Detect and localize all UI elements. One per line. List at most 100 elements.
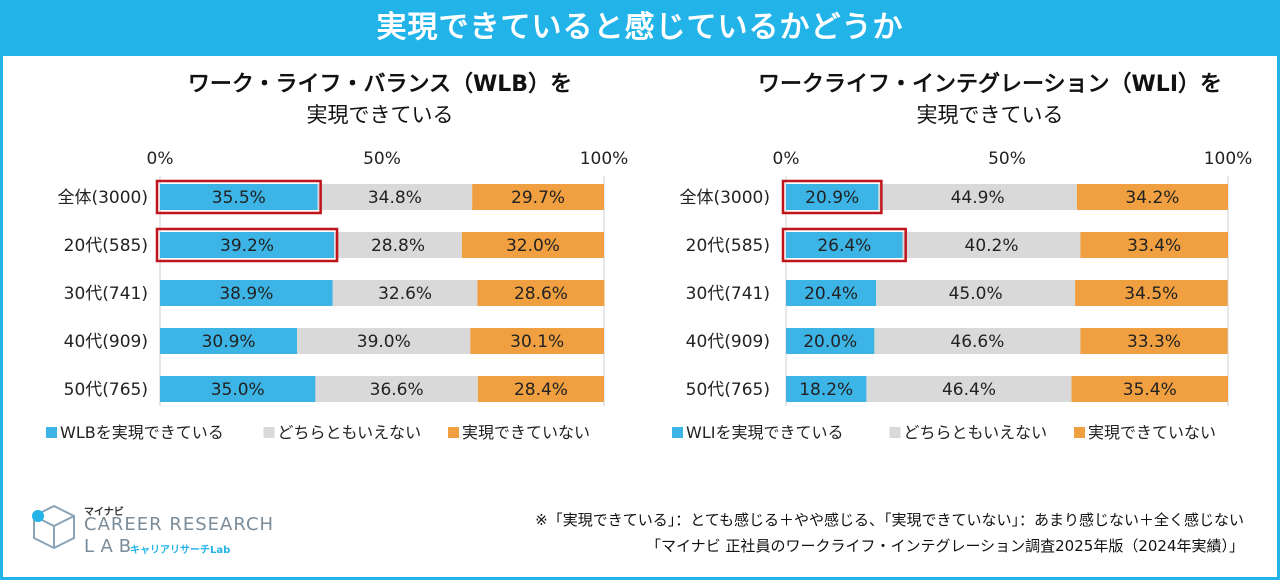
chart-1-bar-segment bbox=[477, 376, 604, 402]
chart-1-bar-segment bbox=[477, 280, 605, 306]
chart-2-data-label: 33.3% bbox=[1127, 332, 1181, 352]
chart-1-data-label: 28.8% bbox=[371, 236, 425, 256]
chart-1-legend-label: WLBを実現できている bbox=[60, 423, 224, 442]
chart-1-tick-label: 0% bbox=[147, 149, 174, 169]
page-title: 実現できていると感じているかどうか bbox=[0, 0, 1280, 56]
chart-2-bar-segment bbox=[786, 328, 875, 354]
logo-line1: CAREER RESEARCH bbox=[84, 514, 275, 535]
chart-2-data-label: 44.9% bbox=[951, 188, 1005, 208]
chart-1-data-label: 36.6% bbox=[370, 380, 424, 400]
chart-1-bar-segment bbox=[332, 280, 478, 306]
chart-2-bar-segment bbox=[786, 280, 877, 306]
chart-1-data-label: 39.0% bbox=[357, 332, 411, 352]
chart-2-data-label: 26.4% bbox=[817, 236, 871, 256]
chart-2-legend-label: 実現できていない bbox=[1088, 423, 1216, 442]
chart-2-data-label: 20.9% bbox=[805, 188, 859, 208]
chart-2: 0% 50% 100% 全体(3000) 20.9% 44.9% 34.2% 20代(585)… bbox=[672, 149, 1253, 442]
chart-2-tick-label: 100% bbox=[1204, 149, 1253, 169]
chart-1-tick-label: 100% bbox=[580, 149, 629, 169]
chart-1-bar-segment bbox=[472, 184, 604, 210]
chart-1-legend-swatch bbox=[263, 427, 275, 438]
chart-2-bar-segment bbox=[874, 328, 1081, 354]
chart-1-title-line2: 実現できている bbox=[306, 103, 454, 127]
chart-2-bar-segment bbox=[1076, 184, 1228, 210]
chart-1-legend-swatch bbox=[46, 427, 57, 438]
footnote: ※「実現できている」：とても感じる＋やや感じる、「実現できていない」：あまり感じ… bbox=[535, 511, 1244, 529]
chart-1-category-label: 40代(909) bbox=[64, 332, 148, 352]
chart-2-legend-swatch bbox=[672, 427, 683, 438]
chart-1-data-label: 30.1% bbox=[510, 332, 564, 352]
chart-1-data-label: 39.2% bbox=[220, 236, 274, 256]
chart-2-legend-label: WLIを実現できている bbox=[686, 423, 843, 442]
chart-1-data-label: 35.0% bbox=[211, 380, 265, 400]
chart-1-bar-segment bbox=[317, 184, 473, 210]
chart-2-data-label: 20.4% bbox=[804, 284, 858, 304]
chart-2-bar-segment bbox=[878, 184, 1077, 210]
chart-1-legend-label: どちらともいえない bbox=[278, 423, 422, 442]
chart-1-bar-segment bbox=[160, 184, 318, 210]
chart-1-legend-label: 実現できていない bbox=[462, 423, 590, 442]
chart-2-highlight-box bbox=[781, 227, 907, 263]
chart-2-bar-segment bbox=[876, 280, 1076, 306]
chart-1-category-label: 50代(765) bbox=[64, 380, 148, 400]
chart-2-title: ワークライフ・インテグレーション（WLI）を 実現できている bbox=[730, 70, 1250, 130]
chart-1-bar-segment bbox=[160, 376, 316, 402]
chart-1-tick-label: 50% bbox=[363, 149, 401, 169]
chart-2-tick-label: 50% bbox=[988, 149, 1026, 169]
chart-1-data-label: 38.9% bbox=[219, 284, 273, 304]
chart-2-data-label: 18.2% bbox=[799, 380, 853, 400]
chart-1-title-line1: ワーク・ライフ・バランス（WLB）を bbox=[187, 72, 573, 97]
chart-2-bar-segment bbox=[786, 232, 903, 258]
chart-2-data-label: 33.4% bbox=[1127, 236, 1181, 256]
chart-1-bar-segment bbox=[470, 328, 604, 354]
chart-1-bar-segment bbox=[315, 376, 478, 402]
chart-2-highlight-box bbox=[781, 179, 883, 215]
chart-1-category-label: 20代(585) bbox=[64, 236, 148, 256]
chart-1-title: ワーク・ライフ・バランス（WLB）を 実現できている bbox=[150, 70, 610, 130]
chart-1-data-label: 32.6% bbox=[378, 284, 432, 304]
chart-2-legend-swatch bbox=[1074, 427, 1085, 438]
chart-1-category-label: 30代(741) bbox=[64, 284, 148, 304]
chart-1-data-label: 28.4% bbox=[514, 380, 568, 400]
chart-1: 0% 50% 100% 全体(3000) 35.5% 34.8% 29.7% 20代(585)… bbox=[46, 149, 629, 442]
chart-2-category-label: 全体(3000) bbox=[679, 188, 770, 208]
logo-cube-icon bbox=[32, 504, 75, 550]
source-note: 「マイナビ 正社員のワークライフ・インテグレーション調査2025年版（2024年… bbox=[645, 537, 1244, 555]
chart-2-legend-swatch bbox=[889, 427, 901, 438]
chart-2-category-label: 50代(765) bbox=[686, 380, 770, 400]
chart-2-bar-segment bbox=[1080, 232, 1228, 258]
chart-2-data-label: 46.4% bbox=[942, 380, 996, 400]
chart-2-data-label: 45.0% bbox=[949, 284, 1003, 304]
chart-2-tick-label: 0% bbox=[773, 149, 800, 169]
chart-1-bar-segment bbox=[160, 328, 298, 354]
chart-2-bar-segment bbox=[786, 376, 867, 402]
chart-2-title-line2: 実現できている bbox=[916, 103, 1064, 127]
chart-2-data-label: 34.5% bbox=[1124, 284, 1178, 304]
chart-1-data-label: 29.7% bbox=[511, 188, 565, 208]
chart-2-data-label: 35.4% bbox=[1123, 380, 1177, 400]
chart-1-data-label: 28.6% bbox=[514, 284, 568, 304]
chart-1-legend-swatch bbox=[448, 427, 459, 438]
chart-2-legend-label: どちらともいえない bbox=[904, 423, 1048, 442]
chart-2-category-label: 20代(585) bbox=[686, 236, 770, 256]
logo-sub: キャリアリサーチLab bbox=[130, 545, 231, 556]
chart-2-data-label: 34.2% bbox=[1125, 188, 1179, 208]
chart-2-category-label: 30代(741) bbox=[686, 284, 770, 304]
chart-2-data-label: 46.6% bbox=[950, 332, 1004, 352]
chart-1-data-label: 30.9% bbox=[202, 332, 256, 352]
chart-2-bar-segment bbox=[1080, 328, 1228, 354]
chart-2-bar-segment bbox=[866, 376, 1072, 402]
chart-2-data-label: 20.0% bbox=[803, 332, 857, 352]
chart-2-title-line1: ワークライフ・インテグレーション（WLI）を bbox=[757, 72, 1223, 97]
chart-1-category-label: 全体(3000) bbox=[57, 188, 148, 208]
chart-1-bar-segment bbox=[297, 328, 471, 354]
chart-2-bar-segment bbox=[1071, 376, 1228, 402]
chart-2-bar-segment bbox=[1075, 280, 1228, 306]
chart-1-bar-segment bbox=[334, 232, 462, 258]
chart-2-bar-segment bbox=[786, 184, 879, 210]
chart-1-highlight-box bbox=[155, 227, 339, 263]
chart-1-data-label: 35.5% bbox=[212, 188, 266, 208]
chart-1-data-label: 34.8% bbox=[368, 188, 422, 208]
chart-1-data-label: 32.0% bbox=[506, 236, 560, 256]
chart-1-bar-segment bbox=[160, 232, 335, 258]
